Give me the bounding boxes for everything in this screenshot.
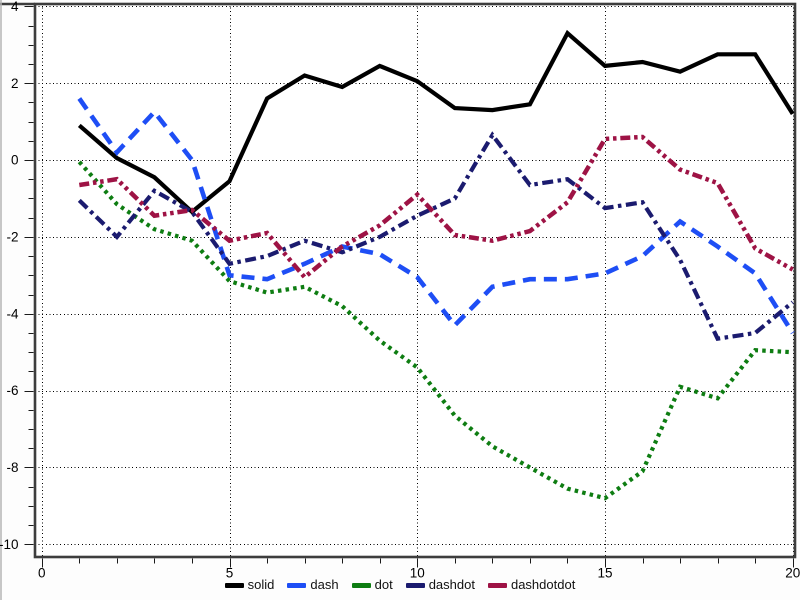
legend-label: dash [310, 577, 339, 592]
x-tick-label: 15 [597, 566, 612, 581]
x-tick-label: 10 [410, 566, 425, 581]
legend-label: dot [374, 577, 393, 592]
legend-line-sample-dash [287, 582, 307, 588]
legend-label: dashdotdot [510, 577, 576, 592]
legend-item-dash: dash [287, 577, 339, 592]
legend-line-sample-solid [224, 582, 244, 588]
y-tick-label: -6 [6, 383, 18, 398]
y-tick-label: 0 [11, 153, 19, 168]
y-tick-label: -10 [0, 537, 19, 552]
y-tick-label: -8 [6, 460, 18, 475]
legend-line-sample-dashdot [405, 582, 425, 588]
legend-item-dashdot: dashdot [405, 577, 475, 592]
y-tick-label: -4 [6, 306, 18, 321]
legend-label: solid [247, 577, 275, 592]
series-line-dashdot [77, 131, 795, 342]
series-line-dot [77, 160, 793, 501]
series-line-solid [77, 29, 795, 215]
x-tick-label: 20 [785, 566, 800, 581]
legend-line-sample-dot [351, 582, 371, 588]
y-tick-label: 2 [11, 76, 19, 91]
legend-line-sample-dashdotdot [487, 582, 507, 588]
y-tick-label: 4 [11, 0, 19, 14]
legend: solid dash dot dashdot dashdotdot [0, 576, 800, 594]
y-tick-label: -2 [6, 229, 18, 244]
legend-item-solid: solid [224, 577, 275, 592]
legend-item-dot: dot [351, 577, 393, 592]
plot-background [35, 4, 795, 557]
x-tick-label: 0 [38, 566, 46, 581]
series-line-dash [77, 97, 795, 335]
legend-item-dashdotdot: dashdotdot [487, 577, 576, 592]
plot-frame [33, 2, 797, 559]
x-tick-label: 5 [226, 566, 234, 581]
legend-label: dashdot [428, 577, 475, 592]
series-line-dashdotdot [78, 134, 794, 281]
